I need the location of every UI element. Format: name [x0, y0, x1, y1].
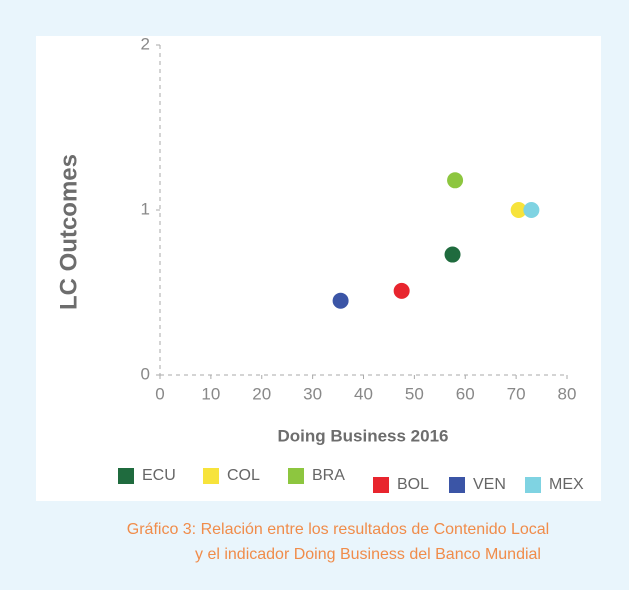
- x-tick-label: 70: [507, 384, 526, 403]
- legend-label: BOL: [397, 476, 429, 493]
- y-tick-label: 0: [141, 364, 150, 383]
- caption-line: Gráfico 3: Relación entre los resultados…: [127, 521, 549, 538]
- y-tick-label: 2: [141, 34, 150, 53]
- legend-label: COL: [227, 467, 260, 484]
- legend-swatch: [288, 468, 304, 484]
- x-tick-label: 0: [155, 384, 164, 403]
- legend-swatch: [449, 477, 465, 493]
- legend-swatch: [525, 477, 541, 493]
- point: [332, 292, 349, 309]
- x-tick-label: 20: [252, 384, 271, 403]
- y-tick-label: 1: [141, 199, 150, 218]
- point: [393, 282, 410, 299]
- point: [447, 172, 464, 189]
- x-tick-label: 60: [456, 384, 475, 403]
- legend-label: BRA: [312, 467, 345, 484]
- legend-label: MEX: [549, 476, 584, 493]
- legend-swatch: [118, 468, 134, 484]
- legend-swatch: [373, 477, 389, 493]
- caption-line: y el indicador Doing Business del Banco …: [195, 546, 541, 563]
- legend-swatch: [203, 468, 219, 484]
- x-tick-label: 30: [303, 384, 322, 403]
- legend-label: ECU: [142, 467, 176, 484]
- x-tick-label: 10: [201, 384, 220, 403]
- x-tick-label: 50: [405, 384, 424, 403]
- chart-panel: [36, 36, 601, 501]
- x-axis-label: Doing Business 2016: [277, 426, 448, 445]
- point: [523, 202, 540, 218]
- point: [510, 202, 527, 218]
- point: [444, 246, 461, 263]
- x-tick-label: 40: [354, 384, 373, 403]
- legend-label: VEN: [473, 476, 506, 493]
- y-axis-label: LC Outcomes: [55, 154, 82, 310]
- x-tick-label: 80: [558, 384, 577, 403]
